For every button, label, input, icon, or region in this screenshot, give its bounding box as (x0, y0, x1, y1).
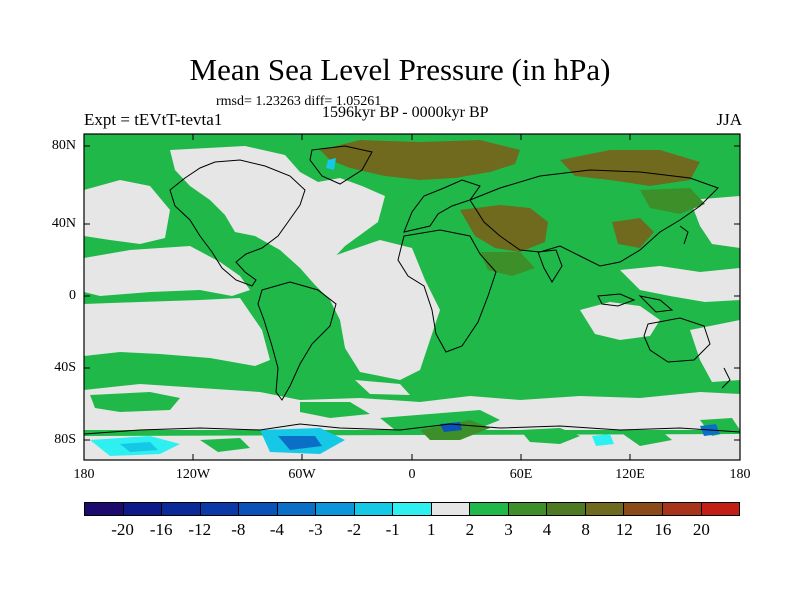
colorbar-label: -16 (149, 520, 173, 539)
season-label: JJA (716, 110, 742, 129)
colorbar-box (239, 503, 278, 515)
colorbar-label: 1 (427, 520, 436, 539)
lon-label-0: 0 (408, 467, 416, 482)
colorbar-label: 3 (504, 520, 513, 539)
colorbar-box (85, 503, 124, 515)
colorbar-box (123, 503, 163, 515)
colorbar-box (162, 503, 201, 515)
colorbar-label: 8 (581, 520, 590, 539)
lat-label-0: 0 (69, 288, 76, 303)
colorbar-label: -2 (347, 520, 362, 539)
lat-label-40s: 40S (54, 360, 76, 375)
field-negative (90, 158, 720, 456)
colorbar-label: -1 (385, 520, 400, 539)
lon-label-60e: 60E (509, 467, 533, 482)
colorbar-label: 16 (654, 520, 672, 539)
colorbar-box (624, 503, 663, 515)
colorbar-box (431, 503, 471, 515)
period-text: 1596kyr BP - 0000kyr BP (322, 104, 489, 121)
colorbar-box (701, 503, 740, 515)
lon-label-180e: 180 (729, 467, 751, 482)
field-layer (84, 134, 740, 460)
colorbar-box (277, 503, 317, 515)
experiment-label: Expt = tEVtT-tevta1 (84, 110, 223, 129)
colorbar-box (354, 503, 394, 515)
colorbar-label: -4 (269, 520, 285, 539)
colorbar-label: -20 (111, 520, 134, 539)
colorbar-box (508, 503, 548, 515)
colorbar-label: 12 (615, 520, 633, 539)
colorbar-box (470, 503, 509, 515)
colorbar-box (316, 503, 355, 515)
lon-label-120e: 120E (615, 467, 645, 482)
colorbar-label: -8 (231, 520, 246, 539)
lat-label-80s: 80S (54, 432, 76, 447)
colorbar-box (547, 503, 586, 515)
lat-label-40n: 40N (51, 216, 76, 231)
lon-label-180w: 180 (73, 467, 95, 482)
axis-ticks (84, 134, 740, 460)
figure-title: Mean Sea Level Pressure (in hPa) (189, 52, 611, 87)
colorbar-label: 4 (542, 520, 552, 539)
lon-label-60w: 60W (288, 467, 316, 482)
colorbar-box (585, 503, 625, 515)
colorbar-box (393, 503, 432, 515)
lon-label-120w: 120W (175, 467, 211, 482)
colorbar-label: 2 (465, 520, 475, 539)
colorbar-label: -3 (308, 520, 323, 539)
colorbar-box (662, 503, 702, 515)
colorbar-label: -12 (188, 520, 212, 539)
stats-text: rmsd= 1.23263 diff= 1.05261 (216, 94, 382, 109)
lat-label-80n: 80N (51, 138, 76, 153)
colorbar-label: 20 (692, 520, 710, 539)
field-strong-positive (320, 140, 700, 252)
colorbar (84, 502, 740, 516)
field-near-zero (84, 146, 740, 460)
colorbar-box (200, 503, 240, 515)
coastlines (84, 145, 740, 435)
